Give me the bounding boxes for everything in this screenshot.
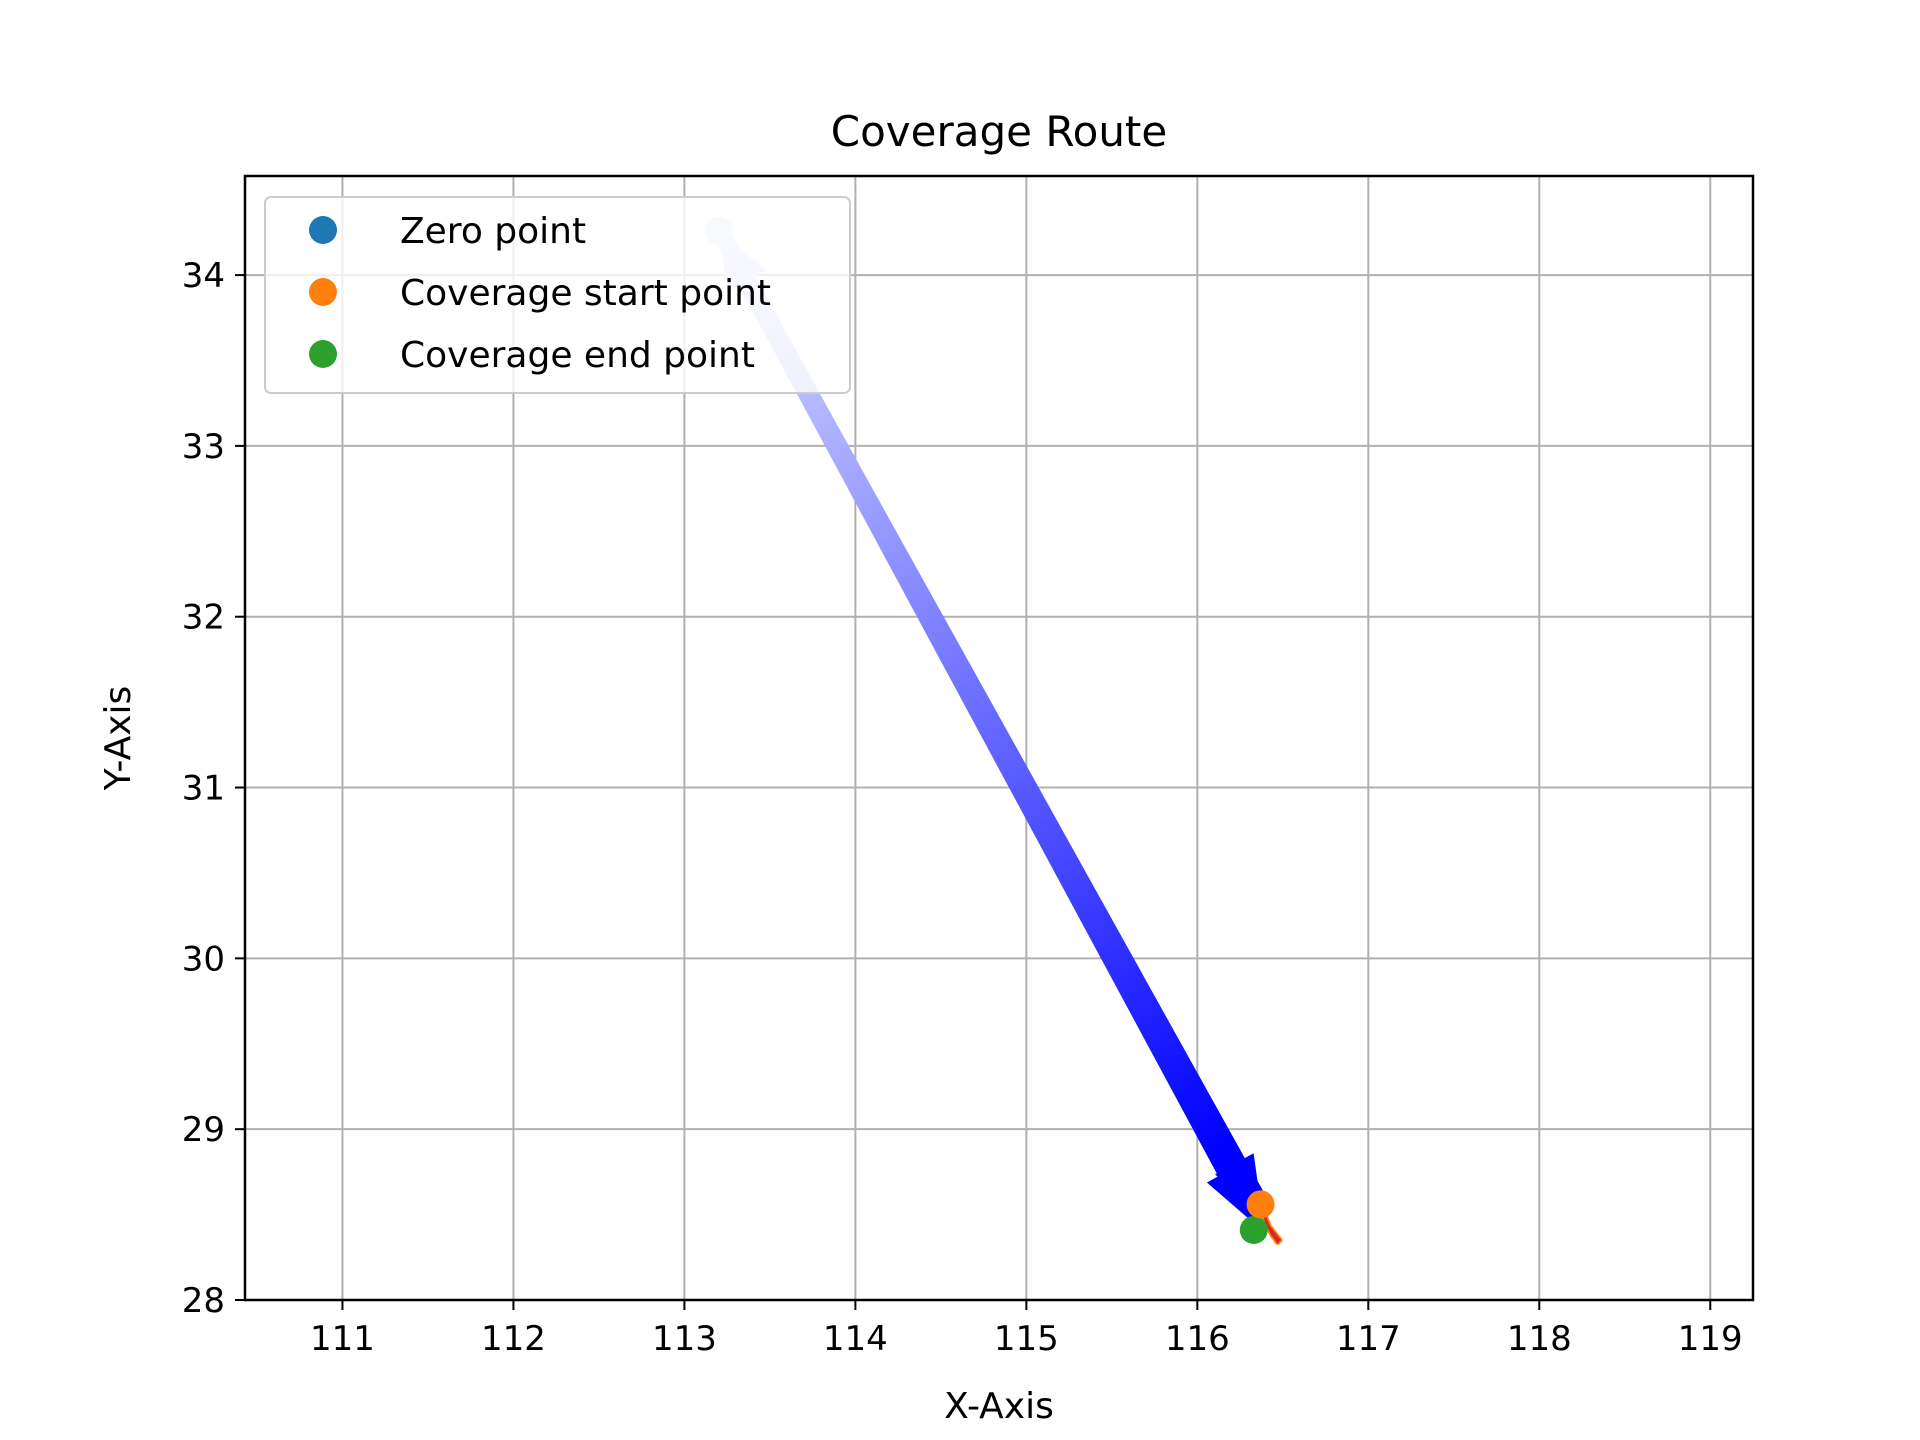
x-axis-label: X-Axis [944, 1386, 1054, 1427]
x-tick-label: 115 [994, 1319, 1059, 1359]
local-route-inner-line [1259, 1203, 1281, 1244]
legend-frame [264, 196, 851, 394]
legend: Zero point Coverage start point Coverage e… [264, 196, 851, 394]
legend-label: Coverage start point [400, 273, 771, 314]
y-tick-label: 30 [182, 939, 225, 979]
x-tick-label: 114 [823, 1319, 888, 1359]
chart-title: Coverage Route [831, 107, 1168, 156]
x-tick-label: 116 [1165, 1319, 1230, 1359]
legend-marker [309, 278, 337, 306]
y-tick-label: 28 [182, 1281, 225, 1321]
route [714, 230, 1283, 1245]
plot-frame [243, 174, 1755, 1302]
ticks: 111 112 113 114 115 116 117 118 119 28 29 30 31 32 33 3… [182, 256, 1743, 1359]
y-tick-label: 29 [182, 1110, 225, 1150]
legend-marker [309, 216, 337, 244]
coverage-start-point [1246, 1190, 1275, 1219]
coverage-end-point [1239, 1215, 1268, 1244]
route-arrow [714, 231, 1254, 1224]
x-tick-label: 113 [652, 1319, 717, 1359]
legend-marker [309, 340, 337, 368]
x-tick-label: 112 [481, 1319, 546, 1359]
x-tick-label: 119 [1678, 1319, 1743, 1359]
y-tick-label: 33 [182, 427, 225, 467]
y-tick-label: 31 [182, 769, 225, 809]
y-tick-label: 34 [182, 256, 225, 296]
legend-label: Coverage end point [400, 335, 755, 376]
x-tick-label: 118 [1507, 1319, 1572, 1359]
x-tick-label: 111 [310, 1319, 375, 1359]
x-tick-label: 117 [1336, 1319, 1401, 1359]
legend-label: Zero point [400, 211, 586, 252]
y-tick-label: 32 [182, 598, 225, 638]
y-axis-label: Y-Axis [98, 686, 139, 792]
